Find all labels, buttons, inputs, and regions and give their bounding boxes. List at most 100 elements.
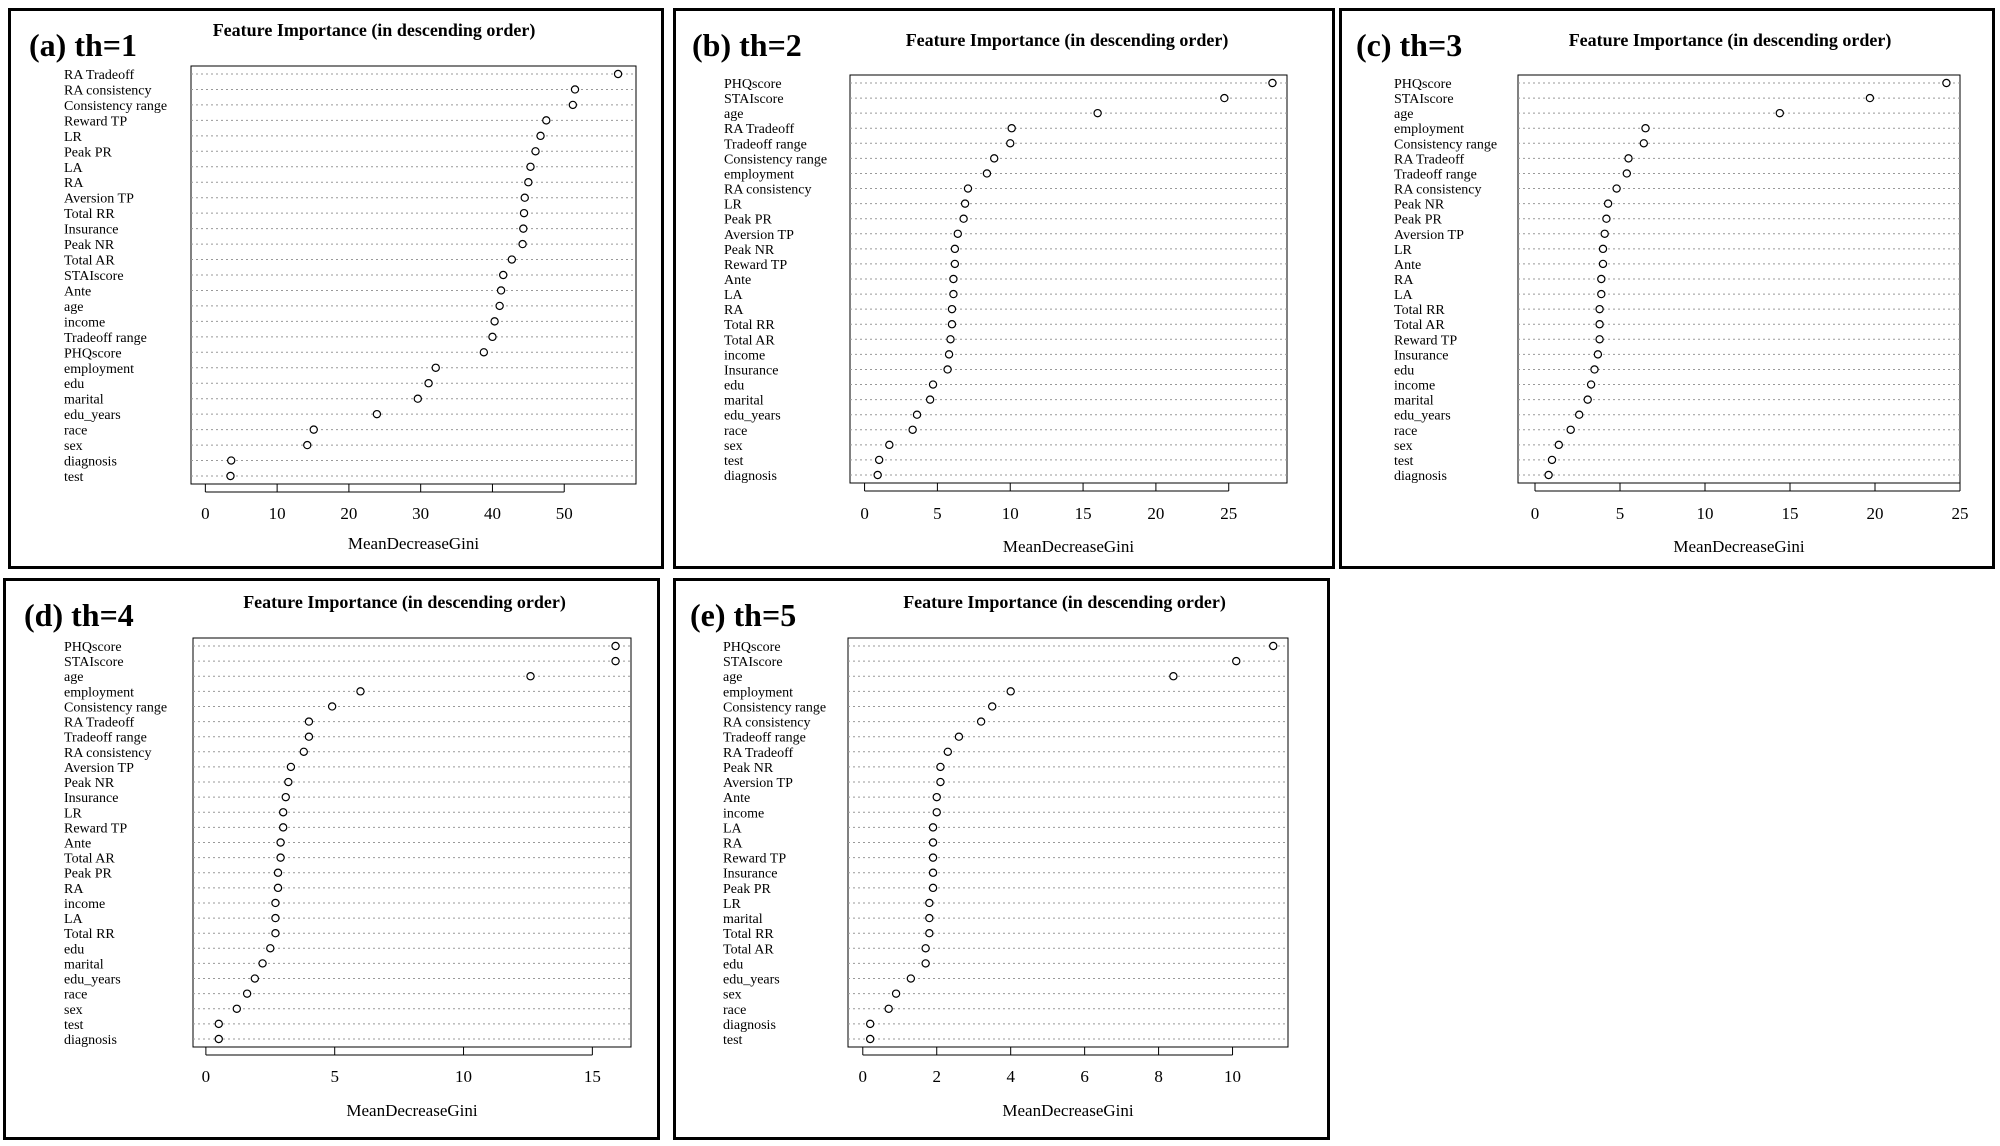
category-label: Total AR — [724, 333, 775, 348]
chart-title: Feature Importance (in descending order) — [212, 20, 536, 40]
data-point — [1597, 289, 1606, 299]
category-label: RA Tradeoff — [723, 746, 793, 761]
data-point — [490, 317, 499, 326]
data-point — [356, 687, 365, 696]
data-point — [912, 410, 922, 419]
x-tick-label: 20 — [340, 504, 357, 523]
category-label: Peak NR — [723, 761, 774, 776]
x-axis-label: MeanDecreaseGini — [346, 1101, 477, 1120]
category-label: LR — [724, 198, 743, 213]
data-point — [1590, 365, 1599, 374]
category-label: sex — [64, 439, 83, 454]
category-label: Total RR — [64, 927, 115, 942]
data-point — [304, 717, 314, 726]
chart-plot: PHQscoreSTAIscoreageemploymentConsistenc… — [64, 637, 632, 1120]
data-point — [1597, 274, 1606, 284]
data-point — [928, 838, 938, 847]
category-label: edu_years — [64, 408, 121, 423]
category-label: test — [723, 1033, 743, 1048]
data-point — [921, 959, 930, 968]
category-label: race — [723, 1003, 746, 1018]
data-point — [925, 913, 934, 923]
x-tick-label: 50 — [556, 504, 573, 523]
data-point — [431, 363, 440, 372]
category-label: RA — [724, 303, 744, 318]
data-point — [949, 274, 958, 284]
category-label: LA — [64, 912, 84, 927]
data-point — [479, 348, 489, 357]
category-label: income — [724, 348, 765, 363]
category-label: Reward TP — [64, 114, 127, 129]
category-label: LA — [723, 821, 743, 836]
data-point — [518, 239, 527, 249]
data-point — [273, 868, 283, 877]
panel-c: (c) th=3 Feature Importance (in descendi… — [1339, 8, 1995, 569]
category-label: RA consistency — [724, 183, 812, 198]
data-point — [947, 304, 957, 314]
category-label: Total RR — [724, 318, 775, 333]
category-label: STAIscore — [1394, 92, 1454, 107]
category-label: Reward TP — [724, 258, 787, 273]
category-label: employment — [724, 167, 794, 182]
data-point — [1603, 199, 1613, 208]
category-label: Aversion TP — [723, 776, 793, 791]
category-label: diagnosis — [64, 1033, 117, 1048]
x-tick-label: 15 — [1075, 504, 1092, 523]
data-point — [936, 762, 945, 772]
category-label: Peak NR — [64, 238, 115, 253]
category-label: RA Tradeoff — [724, 122, 794, 137]
x-tick-label: 10 — [269, 504, 286, 523]
x-tick-label: 4 — [1006, 1067, 1015, 1086]
data-point — [281, 792, 290, 802]
category-label: race — [724, 424, 747, 439]
data-point — [499, 270, 508, 280]
x-tick-label: 0 — [202, 1067, 211, 1086]
data-point — [327, 702, 337, 711]
data-point — [1595, 320, 1604, 329]
data-point — [1775, 108, 1784, 118]
panel-label: (a) th=1 — [29, 27, 137, 63]
data-point — [242, 989, 252, 998]
category-label: Insurance — [1394, 348, 1448, 363]
category-label: edu_years — [1394, 409, 1451, 424]
data-point — [507, 255, 517, 264]
x-tick-label: 0 — [860, 504, 869, 523]
data-point — [278, 808, 288, 817]
data-point — [1624, 154, 1633, 163]
category-label: Peak PR — [64, 867, 113, 882]
category-label: age — [724, 107, 743, 122]
category-label: age — [1394, 107, 1413, 122]
category-label: Aversion TP — [724, 228, 794, 243]
category-label: Total AR — [723, 942, 774, 957]
category-label: Consistency range — [64, 99, 167, 114]
category-label: marital — [64, 957, 104, 972]
category-label: RA Tradeoff — [1394, 152, 1464, 167]
data-point — [536, 131, 545, 141]
x-axis-label: MeanDecreaseGini — [1673, 537, 1804, 556]
category-label: RA — [1394, 273, 1414, 288]
category-label: RA — [64, 882, 84, 897]
data-point — [949, 289, 958, 299]
data-point — [950, 259, 960, 269]
category-label: PHQscore — [1394, 77, 1452, 92]
data-point — [542, 116, 551, 125]
x-tick-label: 2 — [932, 1067, 941, 1086]
data-point — [1602, 214, 1611, 223]
category-label: employment — [64, 685, 134, 700]
x-axis-label: MeanDecreaseGini — [1002, 1101, 1133, 1120]
data-point — [928, 380, 938, 389]
category-label: LA — [1394, 288, 1414, 303]
category-label: Peak NR — [1394, 198, 1445, 213]
category-label: STAIscore — [724, 92, 784, 107]
category-label: RA — [64, 176, 84, 191]
data-point — [1169, 672, 1178, 681]
data-point — [1566, 425, 1575, 434]
category-label: Insurance — [723, 867, 777, 882]
category-label: diagnosis — [724, 469, 777, 484]
data-point — [1093, 108, 1102, 118]
data-point — [891, 989, 901, 998]
category-label: Tradeoff range — [723, 731, 806, 746]
category-label: Peak PR — [1394, 213, 1443, 228]
category-label: edu — [723, 957, 743, 972]
